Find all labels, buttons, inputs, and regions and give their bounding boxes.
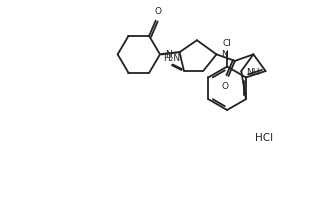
Text: H₂N: H₂N <box>163 54 180 63</box>
Text: HCl: HCl <box>254 133 273 143</box>
Text: NH: NH <box>246 68 260 76</box>
Text: Cl: Cl <box>223 39 232 48</box>
Text: O: O <box>154 7 161 16</box>
Text: O: O <box>222 82 229 91</box>
Text: N: N <box>165 50 172 59</box>
Text: N: N <box>221 50 228 59</box>
